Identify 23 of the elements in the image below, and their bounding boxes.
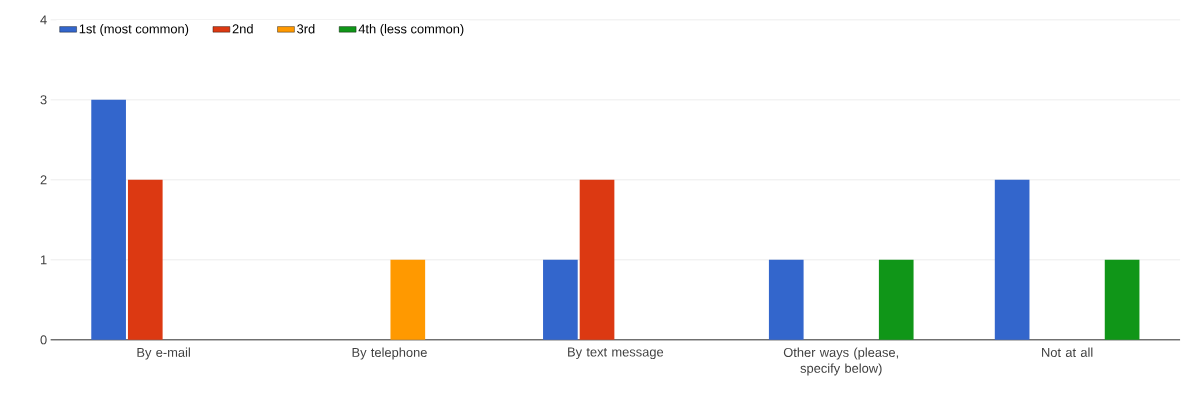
y-tick-label: 0 — [40, 335, 47, 345]
bar — [390, 259, 426, 340]
bar — [878, 259, 914, 340]
y-tick-label: 4 — [40, 15, 47, 25]
legend-label: 3rd — [297, 23, 315, 34]
x-tick-label: By telephone — [352, 347, 427, 360]
bar — [579, 179, 615, 340]
bar — [543, 259, 578, 340]
legend-label: 1st (most common) — [79, 23, 189, 36]
x-tick-label: By text message — [568, 347, 664, 359]
bar — [127, 179, 163, 340]
legend-label: 2nd — [232, 23, 253, 34]
y-tick-label: 2 — [40, 175, 47, 185]
x-tick-label: By e-mail — [137, 347, 190, 360]
x-tick-label: Other ways (please, specify below) — [783, 347, 899, 376]
bar — [768, 259, 804, 340]
y-tick-label: 3 — [40, 95, 47, 105]
bar — [994, 179, 1030, 340]
bar — [91, 99, 126, 340]
y-tick-label: 1 — [40, 255, 47, 265]
bar — [1104, 259, 1140, 340]
x-tick-label: Not at all — [1042, 347, 1093, 357]
legend-label: 4th (less common) — [358, 23, 464, 36]
